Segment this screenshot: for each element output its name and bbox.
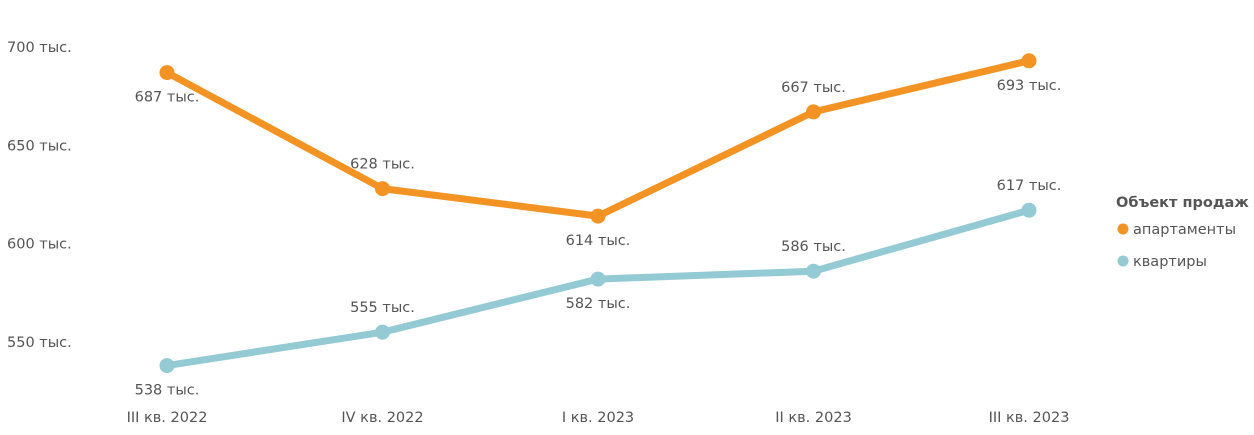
x-tick-label: III кв. 2022 xyxy=(127,410,208,426)
y-tick-label: 550 тыс. xyxy=(7,335,72,351)
data-label: 586 тыс. xyxy=(781,239,846,255)
data-label: 667 тыс. xyxy=(781,80,846,96)
data-point xyxy=(590,271,606,287)
data-point xyxy=(375,324,390,340)
legend-marker xyxy=(1117,255,1129,267)
x-tick-label: I кв. 2023 xyxy=(562,410,634,426)
y-tick-label: 600 тыс. xyxy=(7,237,72,253)
series-line-1 xyxy=(163,57,1033,220)
data-label: 555 тыс. xyxy=(350,300,415,316)
data-point xyxy=(1021,202,1037,218)
data-label: 693 тыс. xyxy=(997,78,1062,94)
y-axis: 700 тыс. 650 тыс. 600 тыс. 550 тыс. xyxy=(7,40,72,351)
data-point xyxy=(159,65,175,81)
data-point xyxy=(159,358,175,374)
data-label: 687 тыс. xyxy=(135,90,200,106)
legend-label: апартаменты xyxy=(1133,222,1236,238)
y-tick-label: 650 тыс. xyxy=(7,138,72,154)
data-label: 617 тыс. xyxy=(997,178,1062,194)
data-labels: 687 тыс. 628 тыс. 614 тыс. 667 тыс. 693 тыс.… xyxy=(135,78,1062,399)
data-point xyxy=(806,104,821,120)
data-label: 582 тыс. xyxy=(566,296,631,312)
x-axis: III кв. 2022 IV кв. 2022 I кв. 2023 II кв. … xyxy=(127,410,1070,426)
data-label: 614 тыс. xyxy=(566,233,631,249)
y-tick-label: 700 тыс. xyxy=(7,40,72,56)
data-point xyxy=(806,263,821,279)
x-tick-label: II кв. 2023 xyxy=(775,410,852,426)
data-label: 628 тыс. xyxy=(350,157,415,173)
legend-title: Объект продаж xyxy=(1116,195,1249,211)
legend: Объект продаж апартаменты квартиры xyxy=(1116,195,1249,270)
data-point xyxy=(1021,53,1037,69)
data-label: 538 тыс. xyxy=(135,383,200,399)
x-tick-label: IV кв. 2022 xyxy=(341,410,423,426)
legend-marker xyxy=(1117,223,1129,235)
x-tick-label: III кв. 2023 xyxy=(989,410,1070,426)
data-point xyxy=(375,181,390,197)
data-point xyxy=(590,208,606,224)
series-points xyxy=(159,53,1037,374)
legend-label: квартиры xyxy=(1133,254,1207,270)
